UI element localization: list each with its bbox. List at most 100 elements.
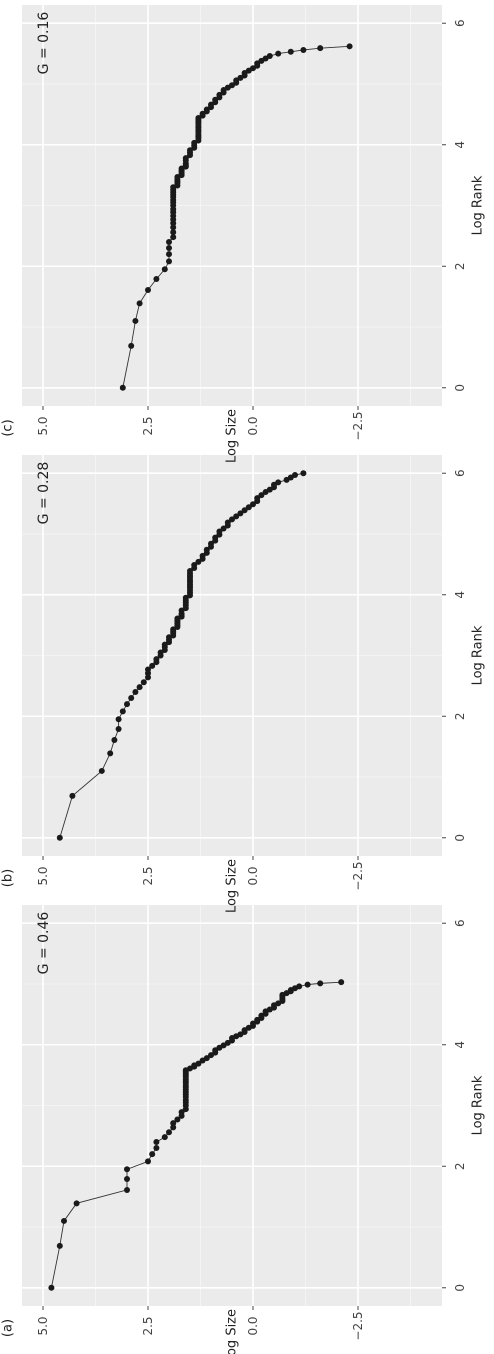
data-point xyxy=(191,561,198,568)
data-point xyxy=(170,224,177,231)
x-tick-label: 4 xyxy=(453,141,467,149)
data-point xyxy=(124,701,130,708)
data-point xyxy=(119,384,126,391)
data-point xyxy=(132,317,139,324)
data-point xyxy=(170,1120,177,1127)
data-point xyxy=(266,53,273,60)
data-point xyxy=(296,983,303,990)
ylabel: Log Size xyxy=(225,859,240,913)
x-tick-label: 0 xyxy=(453,1284,467,1292)
x-tick-label: 2 xyxy=(453,262,467,270)
data-point xyxy=(69,792,76,799)
data-point xyxy=(153,656,160,663)
y-tick-label: 2.5 xyxy=(141,416,155,435)
ylabel: Log Size xyxy=(225,409,240,463)
panel-label: (c) xyxy=(1,419,16,436)
data-point xyxy=(107,750,114,757)
panel-label: (a) xyxy=(1,1319,16,1337)
data-point xyxy=(111,736,118,743)
data-point xyxy=(187,568,193,575)
data-point xyxy=(166,1129,172,1136)
y-tick-label: 2.5 xyxy=(141,866,155,885)
panel-c: 0 2 4 6 5.0 2.5 0.0 −2.5 Log Size Log Rank (c) G = … xyxy=(1,5,486,463)
data-point xyxy=(166,251,172,258)
data-point xyxy=(203,1055,210,1062)
data-point xyxy=(346,43,353,50)
data-point xyxy=(166,245,172,252)
data-point xyxy=(145,286,151,293)
data-point xyxy=(128,695,135,702)
data-point xyxy=(195,1060,202,1067)
data-point xyxy=(161,266,168,273)
data-point xyxy=(128,342,135,349)
data-point xyxy=(275,479,282,486)
data-point xyxy=(208,540,214,547)
ylabel: Log Size xyxy=(225,1309,240,1354)
data-point xyxy=(195,558,202,565)
data-point xyxy=(166,238,172,245)
y-tick-label: 0.0 xyxy=(246,1316,260,1335)
data-point xyxy=(124,1176,130,1183)
data-point xyxy=(153,1145,160,1152)
data-point xyxy=(229,516,235,523)
data-point xyxy=(145,674,151,681)
data-point xyxy=(174,1116,181,1123)
y-tick-label: 5.0 xyxy=(36,866,50,885)
data-point xyxy=(317,45,324,52)
data-point xyxy=(170,234,177,241)
y-tick-label: 2.5 xyxy=(141,1316,155,1335)
y-tick-label: 5.0 xyxy=(36,1316,50,1335)
data-point xyxy=(119,708,126,715)
data-point xyxy=(124,1186,130,1193)
xlabel: Log Rank xyxy=(471,1075,486,1135)
data-point xyxy=(149,1151,156,1158)
data-point xyxy=(124,1166,130,1173)
data-point xyxy=(48,1284,55,1291)
data-point xyxy=(300,46,307,53)
data-point xyxy=(56,1242,63,1249)
data-point xyxy=(161,1134,168,1141)
data-point xyxy=(145,1158,151,1165)
data-point xyxy=(170,1124,177,1131)
data-point xyxy=(153,276,160,283)
data-point xyxy=(250,501,256,508)
data-point xyxy=(212,534,219,541)
x-tick-label: 4 xyxy=(453,591,467,599)
y-tick-label: 0.0 xyxy=(246,866,260,885)
data-point xyxy=(292,472,298,479)
y-tick-label: 5.0 xyxy=(36,416,50,435)
x-tick-label: 6 xyxy=(453,469,467,477)
data-point xyxy=(254,495,261,502)
x-tick-label: 2 xyxy=(453,712,467,720)
data-point xyxy=(61,1217,67,1224)
x-tick-label: 6 xyxy=(453,919,467,927)
y-tick-label: −2.5 xyxy=(351,861,365,890)
data-point xyxy=(203,546,210,553)
panel-label: (b) xyxy=(1,869,16,887)
data-point xyxy=(245,504,252,511)
data-point xyxy=(145,666,151,673)
data-point xyxy=(304,981,311,988)
x-tick-label: 6 xyxy=(453,19,467,27)
data-point xyxy=(182,155,189,162)
data-point xyxy=(237,510,244,517)
data-point xyxy=(73,1200,80,1207)
data-point xyxy=(166,258,172,265)
x-tick-label: 0 xyxy=(453,384,467,392)
data-point xyxy=(149,662,156,669)
data-point xyxy=(216,528,223,535)
data-point xyxy=(300,470,307,477)
data-point xyxy=(241,507,248,514)
x-tick-label: 2 xyxy=(453,1162,467,1170)
data-point xyxy=(220,525,227,532)
data-point xyxy=(136,300,143,307)
panel-b: 0 2 4 6 5.0 2.5 0.0 −2.5 Log Size Log Rank (b) G = … xyxy=(1,455,486,913)
xlabel: Log Rank xyxy=(471,625,486,685)
data-point xyxy=(258,492,265,499)
data-point xyxy=(140,679,147,686)
data-point xyxy=(199,552,206,559)
x-tick-label: 4 xyxy=(453,1041,467,1049)
x-tick-label: 0 xyxy=(453,834,467,842)
xlabel: Log Rank xyxy=(471,175,486,235)
